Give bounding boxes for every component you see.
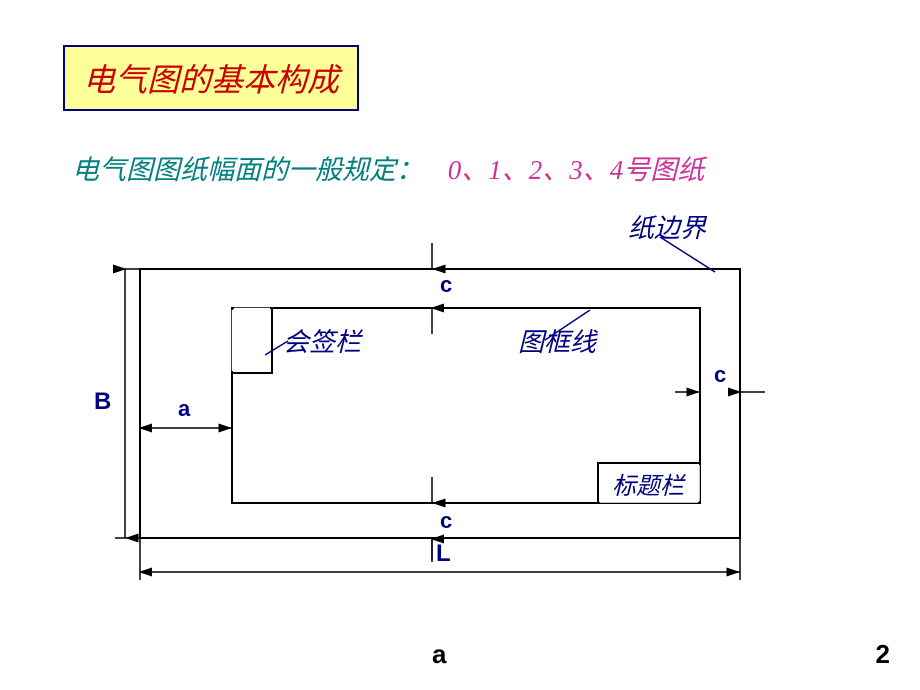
label-B: B [94,388,111,416]
label-c-top: c [440,272,452,298]
label-L: L [436,540,451,568]
label-frame-line: 图框线 [518,322,596,359]
label-title-block: 标题栏 [612,466,684,501]
footer-a: a [432,639,446,670]
paper-diagram [0,0,920,690]
label-sign-col: 会签栏 [283,322,361,359]
label-paper-edge: 纸边界 [628,208,706,245]
label-c-right: c [714,362,726,388]
sign-column-rect [232,308,272,373]
page-number: 2 [876,639,890,670]
label-a: a [178,396,190,422]
label-c-bottom: c [440,508,452,534]
